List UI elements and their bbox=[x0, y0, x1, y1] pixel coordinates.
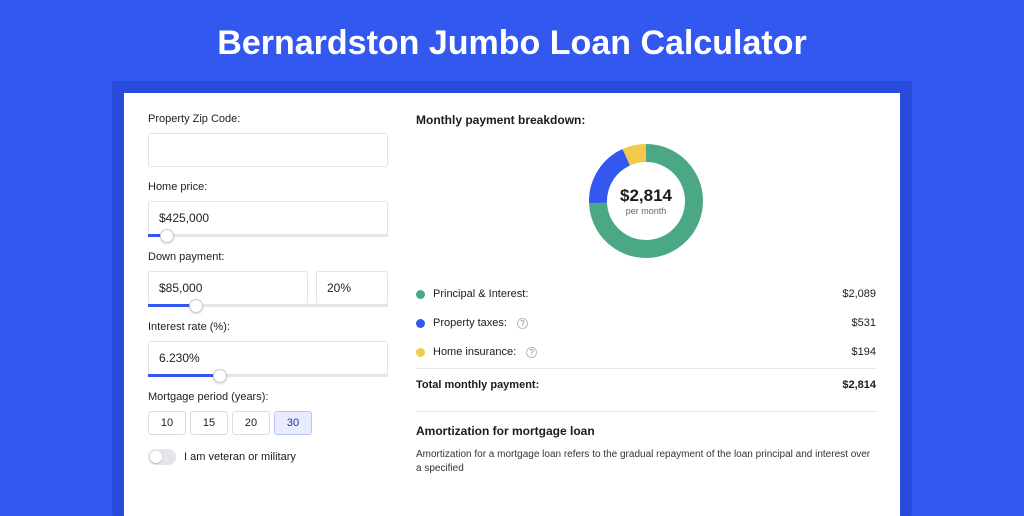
field-home-price: Home price: bbox=[148, 181, 388, 237]
calculator-card: Property Zip Code: Home price: Down paym… bbox=[124, 93, 900, 516]
legend-value: $194 bbox=[852, 346, 876, 358]
slider-handle[interactable] bbox=[213, 369, 227, 383]
form-column: Property Zip Code: Home price: Down paym… bbox=[148, 113, 388, 476]
input-down-payment-amount[interactable] bbox=[148, 271, 308, 305]
card-wrap: Property Zip Code: Home price: Down paym… bbox=[112, 81, 912, 516]
field-down-payment: Down payment: bbox=[148, 251, 388, 307]
field-period: Mortgage period (years): 10152030 bbox=[148, 391, 388, 435]
legend-label: Principal & Interest: bbox=[433, 288, 528, 300]
label-interest-rate: Interest rate (%): bbox=[148, 321, 388, 333]
donut-chart: $2,814 per month bbox=[586, 141, 706, 261]
legend-dot bbox=[416, 319, 425, 328]
legend-rows: Principal & Interest: $2,089 Property taxe… bbox=[416, 279, 876, 366]
slider-handle[interactable] bbox=[160, 229, 174, 243]
field-veteran: I am veteran or military bbox=[148, 449, 388, 465]
period-button-30[interactable]: 30 bbox=[274, 411, 312, 435]
total-value: $2,814 bbox=[842, 379, 876, 391]
slider-home-price[interactable] bbox=[148, 234, 388, 237]
input-down-payment-pct[interactable] bbox=[316, 271, 388, 305]
divider bbox=[416, 411, 876, 412]
legend-row: Home insurance:? $194 bbox=[416, 337, 876, 366]
legend-value: $531 bbox=[852, 317, 876, 329]
legend-row-total: Total monthly payment: $2,814 bbox=[416, 368, 876, 399]
legend-value: $2,089 bbox=[842, 288, 876, 300]
info-icon[interactable]: ? bbox=[526, 347, 537, 358]
label-period: Mortgage period (years): bbox=[148, 391, 388, 403]
legend-label: Home insurance: bbox=[433, 346, 516, 358]
input-home-price[interactable] bbox=[148, 201, 388, 235]
amortization-body: Amortization for a mortgage loan refers … bbox=[416, 448, 876, 476]
total-label: Total monthly payment: bbox=[416, 379, 539, 391]
slider-handle[interactable] bbox=[189, 299, 203, 313]
page-title: Bernardston Jumbo Loan Calculator bbox=[0, 0, 1024, 81]
toggle-veteran[interactable] bbox=[148, 449, 176, 465]
donut-wrap: $2,814 per month bbox=[416, 141, 876, 261]
period-button-15[interactable]: 15 bbox=[190, 411, 228, 435]
label-veteran: I am veteran or military bbox=[184, 451, 296, 463]
donut-sub: per month bbox=[626, 206, 667, 216]
period-button-20[interactable]: 20 bbox=[232, 411, 270, 435]
donut-center: $2,814 per month bbox=[586, 141, 706, 261]
period-row: 10152030 bbox=[148, 411, 388, 435]
donut-amount: $2,814 bbox=[620, 186, 672, 206]
label-zip: Property Zip Code: bbox=[148, 113, 388, 125]
input-interest-rate[interactable] bbox=[148, 341, 388, 375]
input-zip[interactable] bbox=[148, 133, 388, 167]
slider-interest-rate[interactable] bbox=[148, 374, 388, 377]
amortization-title: Amortization for mortgage loan bbox=[416, 424, 876, 438]
legend-dot bbox=[416, 290, 425, 299]
label-down-payment: Down payment: bbox=[148, 251, 388, 263]
legend-row: Property taxes:? $531 bbox=[416, 308, 876, 337]
label-home-price: Home price: bbox=[148, 181, 388, 193]
slider-fill bbox=[148, 374, 220, 377]
info-icon[interactable]: ? bbox=[517, 318, 528, 329]
field-interest-rate: Interest rate (%): bbox=[148, 321, 388, 377]
breakdown-title: Monthly payment breakdown: bbox=[416, 113, 876, 127]
slider-down-payment[interactable] bbox=[148, 304, 388, 307]
toggle-knob bbox=[150, 451, 162, 463]
period-button-10[interactable]: 10 bbox=[148, 411, 186, 435]
legend-label: Property taxes: bbox=[433, 317, 507, 329]
breakdown-column: Monthly payment breakdown: $2,814 per mo… bbox=[416, 113, 876, 476]
legend-row: Principal & Interest: $2,089 bbox=[416, 279, 876, 308]
legend-dot bbox=[416, 348, 425, 357]
field-zip: Property Zip Code: bbox=[148, 113, 388, 167]
